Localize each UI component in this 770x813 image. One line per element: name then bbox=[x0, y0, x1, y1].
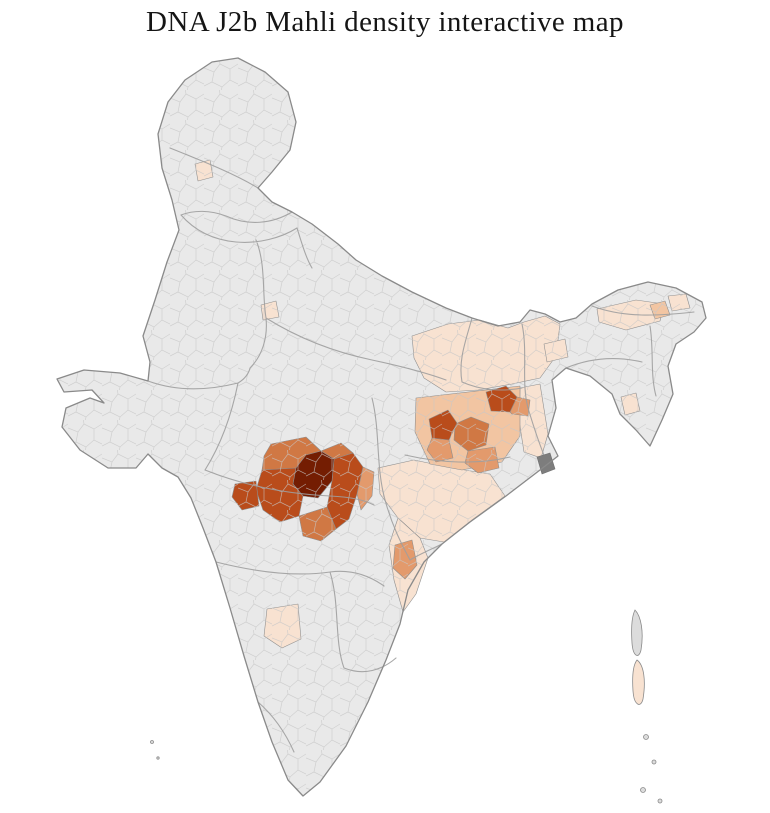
andaman-island-north[interactable] bbox=[631, 609, 643, 656]
nicobar-island-2[interactable] bbox=[651, 759, 657, 765]
lakshadweep-island-2[interactable] bbox=[156, 756, 160, 760]
island-groups bbox=[150, 609, 663, 804]
nicobar-island-4[interactable] bbox=[657, 798, 663, 804]
state-boundaries bbox=[147, 147, 695, 753]
india-outline bbox=[56, 57, 707, 797]
andaman-island-south[interactable] bbox=[632, 659, 645, 705]
lakshadweep-island-1[interactable] bbox=[150, 740, 154, 744]
district-boundaries-texture bbox=[57, 58, 706, 796]
nicobar-island-3[interactable] bbox=[640, 787, 646, 793]
page-title: DNA J2b Mahli density interactive map bbox=[146, 6, 624, 38]
nicobar-island-1[interactable] bbox=[643, 734, 649, 740]
